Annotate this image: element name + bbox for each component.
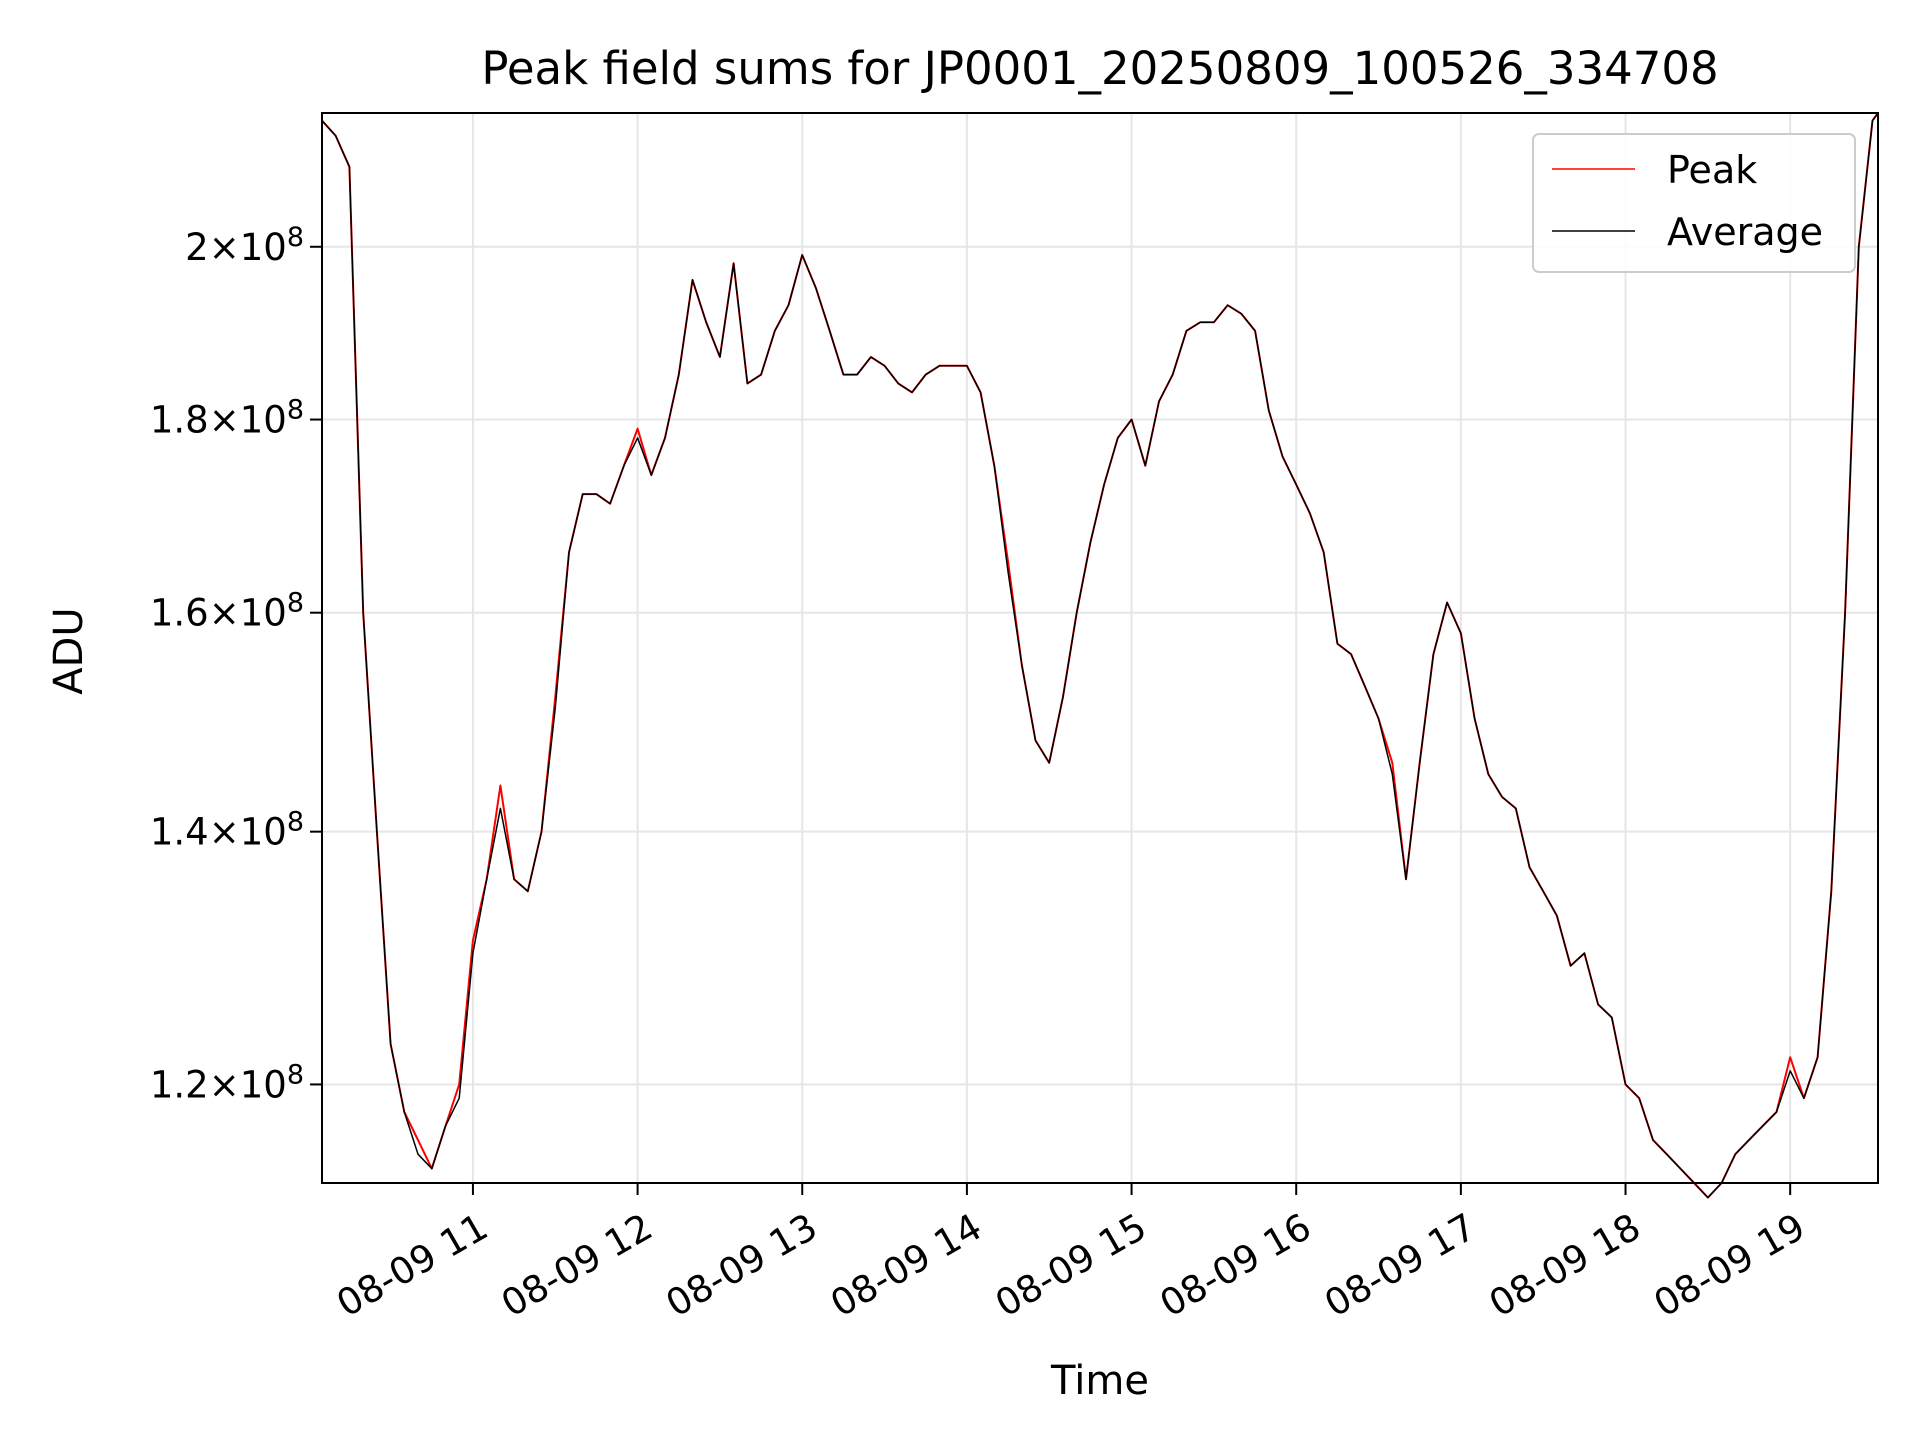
x-tick-label: 08-09 14 <box>823 1205 989 1325</box>
series-layer <box>321 112 1879 1199</box>
x-axis-label: Time <box>1050 1358 1149 1404</box>
legend: Peak Average <box>1532 133 1856 273</box>
y-axis-label: ADU <box>46 607 92 694</box>
legend-label-average: Average <box>1667 210 1823 254</box>
x-tick-label: 08-09 12 <box>494 1205 660 1325</box>
y-tick-label: 1.8×108 <box>150 395 304 442</box>
plot-frame <box>321 112 1879 1184</box>
x-tick-label: 08-09 11 <box>329 1205 495 1325</box>
legend-label-peak: Peak <box>1667 148 1757 192</box>
x-tick-label: 08-09 16 <box>1153 1205 1319 1325</box>
series-line-peak <box>321 112 1879 1199</box>
grid-lines <box>322 113 1878 1183</box>
y-tick-label: 1.4×108 <box>150 807 304 854</box>
series-line-average <box>321 112 1879 1199</box>
x-tick-label: 08-09 13 <box>659 1205 825 1325</box>
y-tick-label: 1.6×108 <box>150 588 304 635</box>
y-tick-label: 2×108 <box>185 222 304 269</box>
x-tick-label: 08-09 15 <box>988 1205 1154 1325</box>
y-axis-ticks: 1.2×108 1.4×108 1.6×108 1.8×108 2×108 <box>150 222 322 1106</box>
y-tick-label: 1.2×108 <box>150 1059 304 1106</box>
x-tick-label: 08-09 18 <box>1482 1205 1648 1325</box>
x-tick-label: 08-09 17 <box>1317 1205 1483 1325</box>
chart-title: Peak field sums for JP0001_20250809_1005… <box>481 42 1718 95</box>
x-tick-label: 08-09 19 <box>1647 1205 1813 1325</box>
x-axis-ticks: 08-09 11 08-09 12 08-09 13 08-09 14 08-09 15… <box>329 1183 1812 1326</box>
